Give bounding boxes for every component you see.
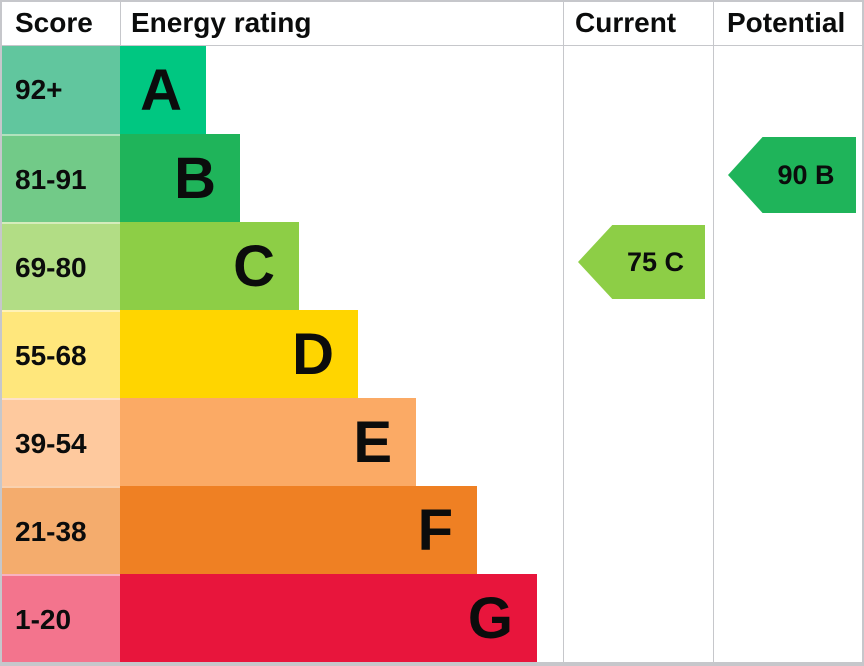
rating-row-c: 69-80 C [2,222,299,310]
header-energy-rating: Energy rating [131,7,312,38]
score-range-c: 69-80 [2,222,120,310]
column-divider-potential [713,2,714,662]
rating-bar-a: A [120,46,206,134]
rating-row-d: 55-68 D [2,310,358,398]
header-potential: Potential [727,7,846,38]
rating-row-a: 92+ A [2,46,206,134]
chart-border-left [0,0,2,666]
rating-row-g: 1-20 G [2,574,537,662]
rating-letter-a: A [140,57,182,123]
rating-letter-d: D [292,321,334,387]
rating-bar-f: F [120,486,477,574]
rating-bar-g: G [120,574,537,662]
rating-bar-e: E [120,398,416,486]
header-current: Current [575,7,677,38]
score-range-b: 81-91 [2,134,120,222]
rating-letter-b: B [174,145,216,211]
score-range-f: 21-38 [2,486,120,574]
header-score: Score [15,7,93,38]
score-range-g: 1-20 [2,574,120,662]
column-divider-current [563,2,564,662]
rating-bar-b: B [120,134,240,222]
current-rating-arrow: 75 C [578,225,705,299]
potential-rating-arrow: 90 B [728,137,856,213]
rating-bar-c: C [120,222,299,310]
chart-border-right [862,0,864,666]
rating-letter-f: F [417,497,453,563]
rating-letter-g: G [467,585,513,651]
header-divider-score [120,2,121,45]
score-range-d: 55-68 [2,310,120,398]
rating-letter-e: E [353,409,392,475]
rating-bar-d: D [120,310,358,398]
rating-letter-c: C [233,233,275,299]
chart-border-bottom [0,662,864,666]
rating-row-b: 81-91 B [2,134,240,222]
score-range-e: 39-54 [2,398,120,486]
header-divider-horizontal [0,45,864,46]
chart-border-top [0,0,864,2]
score-range-a: 92+ [2,46,120,134]
rating-row-f: 21-38 F [2,486,477,574]
rating-row-e: 39-54 E [2,398,416,486]
